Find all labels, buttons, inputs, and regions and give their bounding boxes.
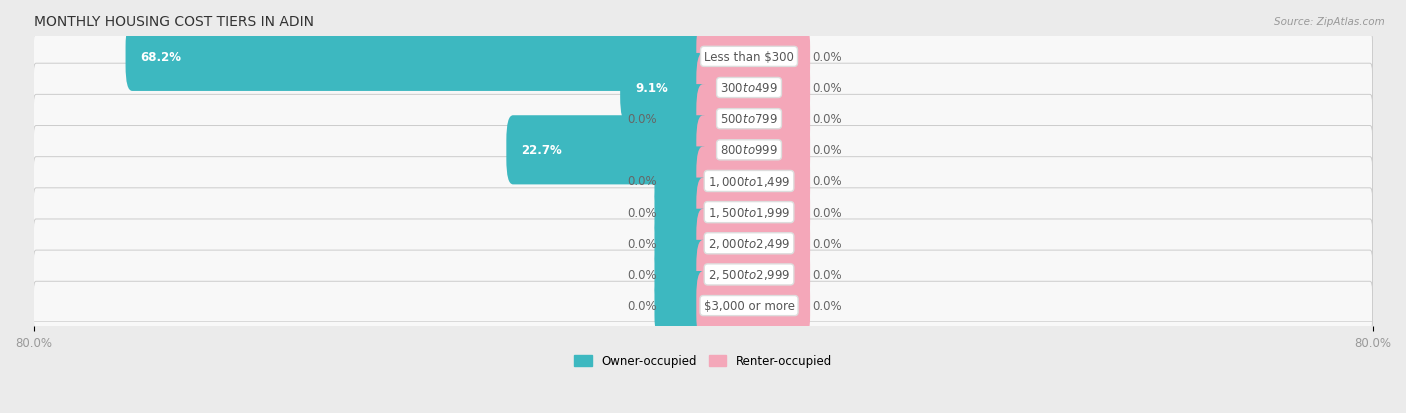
FancyBboxPatch shape [34, 188, 1372, 237]
FancyBboxPatch shape [34, 157, 1372, 206]
Text: 0.0%: 0.0% [627, 206, 657, 219]
Text: 0.0%: 0.0% [627, 268, 657, 281]
FancyBboxPatch shape [696, 85, 810, 154]
FancyBboxPatch shape [696, 54, 810, 123]
FancyBboxPatch shape [34, 126, 1372, 175]
FancyBboxPatch shape [34, 282, 1372, 330]
Text: Source: ZipAtlas.com: Source: ZipAtlas.com [1274, 17, 1385, 26]
FancyBboxPatch shape [696, 178, 810, 247]
FancyBboxPatch shape [654, 147, 710, 216]
FancyBboxPatch shape [696, 271, 810, 340]
Text: 0.0%: 0.0% [811, 268, 841, 281]
Text: $2,500 to $2,999: $2,500 to $2,999 [707, 268, 790, 282]
Text: $300 to $499: $300 to $499 [720, 82, 778, 95]
FancyBboxPatch shape [620, 54, 710, 123]
Text: $1,500 to $1,999: $1,500 to $1,999 [707, 206, 790, 220]
Text: 0.0%: 0.0% [811, 237, 841, 250]
FancyBboxPatch shape [34, 251, 1372, 299]
FancyBboxPatch shape [654, 240, 710, 309]
Text: $800 to $999: $800 to $999 [720, 144, 778, 157]
Text: 0.0%: 0.0% [811, 51, 841, 64]
FancyBboxPatch shape [654, 209, 710, 278]
FancyBboxPatch shape [696, 116, 810, 185]
Text: 0.0%: 0.0% [811, 175, 841, 188]
Text: $500 to $799: $500 to $799 [720, 113, 778, 126]
Text: $2,000 to $2,499: $2,000 to $2,499 [707, 237, 790, 251]
FancyBboxPatch shape [696, 209, 810, 278]
Text: 22.7%: 22.7% [522, 144, 562, 157]
Text: 0.0%: 0.0% [811, 206, 841, 219]
Text: Less than $300: Less than $300 [704, 51, 794, 64]
Text: 0.0%: 0.0% [811, 299, 841, 312]
Text: $1,000 to $1,499: $1,000 to $1,499 [707, 175, 790, 188]
Text: 0.0%: 0.0% [811, 82, 841, 95]
FancyBboxPatch shape [654, 178, 710, 247]
Text: 0.0%: 0.0% [627, 113, 657, 126]
FancyBboxPatch shape [34, 219, 1372, 268]
FancyBboxPatch shape [506, 116, 710, 185]
FancyBboxPatch shape [696, 240, 810, 309]
FancyBboxPatch shape [34, 64, 1372, 112]
Text: 9.1%: 9.1% [636, 82, 668, 95]
Text: MONTHLY HOUSING COST TIERS IN ADIN: MONTHLY HOUSING COST TIERS IN ADIN [34, 15, 314, 29]
Text: 0.0%: 0.0% [627, 175, 657, 188]
FancyBboxPatch shape [654, 271, 710, 340]
Legend: Owner-occupied, Renter-occupied: Owner-occupied, Renter-occupied [569, 350, 837, 372]
Text: $3,000 or more: $3,000 or more [703, 299, 794, 312]
FancyBboxPatch shape [125, 23, 710, 92]
FancyBboxPatch shape [696, 23, 810, 92]
FancyBboxPatch shape [34, 33, 1372, 81]
FancyBboxPatch shape [34, 95, 1372, 144]
Text: 0.0%: 0.0% [627, 237, 657, 250]
FancyBboxPatch shape [696, 147, 810, 216]
FancyBboxPatch shape [654, 85, 710, 154]
Text: 0.0%: 0.0% [627, 299, 657, 312]
Text: 0.0%: 0.0% [811, 144, 841, 157]
Text: 0.0%: 0.0% [811, 113, 841, 126]
Text: 68.2%: 68.2% [141, 51, 181, 64]
